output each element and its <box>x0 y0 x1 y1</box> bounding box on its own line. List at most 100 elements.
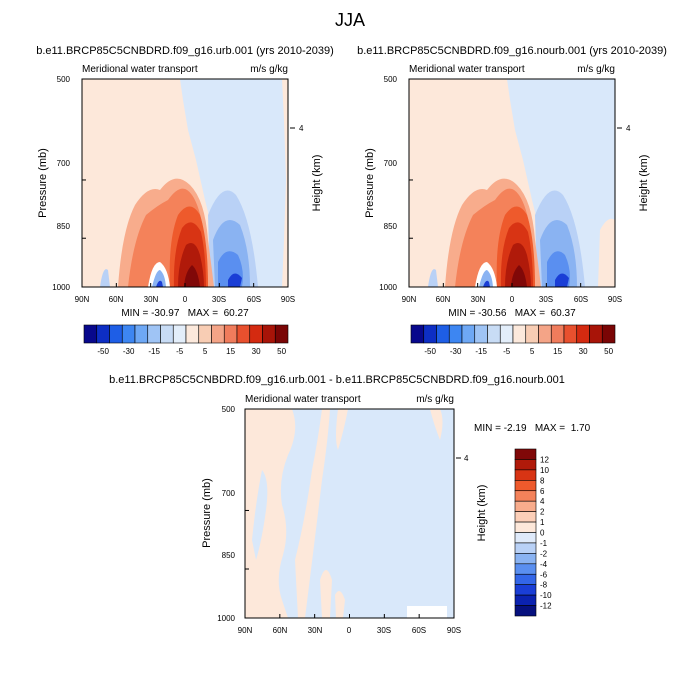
y-tick-label: 700 <box>57 159 71 168</box>
colorbar-label: 6 <box>540 487 545 496</box>
contour-field <box>245 409 454 618</box>
colorbar-label: -5 <box>503 347 511 356</box>
x-tick-label: 0 <box>183 295 188 304</box>
colorbar-swatch <box>514 490 537 502</box>
colorbar-swatch <box>514 511 537 523</box>
variable-label: Meridional water transport <box>82 64 198 75</box>
contour-field <box>82 79 288 287</box>
colorbar-swatch <box>550 324 565 344</box>
x-axis: 90N 60N 30N 0 30S 60S 90S <box>402 295 622 304</box>
colorbar-label: -50 <box>97 347 109 356</box>
x-tick-label: 60N <box>273 626 288 635</box>
min-max-label: MIN = -30.56 MAX = 60.37 <box>448 308 576 319</box>
panel-difference: b.e11.BRCP85C5CNBDRD.f09_g16.urb.001 - b… <box>109 374 590 635</box>
x-tick-label: 90S <box>447 626 461 635</box>
colorbar-swatch <box>514 542 537 554</box>
colorbar-swatch <box>514 480 537 492</box>
min-max-label: MIN = -2.19 MAX = 1.70 <box>474 423 591 434</box>
y2-tick-label: 4 <box>299 124 304 133</box>
y-tick-label: 500 <box>222 405 236 414</box>
colorbar-swatch <box>538 324 552 344</box>
units-label: m/s g/kg <box>577 64 615 75</box>
colorbar-swatch <box>96 324 110 344</box>
units-label: m/s g/kg <box>250 64 288 75</box>
colorbar-label: 4 <box>540 497 545 506</box>
colorbar-swatch <box>514 500 537 512</box>
colorbar-label: 2 <box>540 508 545 517</box>
y-tick-label: 1000 <box>379 283 397 292</box>
colorbar-label: 5 <box>203 347 208 356</box>
y-tick-label: 1000 <box>217 614 235 623</box>
colorbar-swatch <box>109 324 123 344</box>
colorbar-label: -12 <box>540 602 552 611</box>
y2-axis-title: Height (km) <box>638 155 650 212</box>
colorbar-swatch <box>525 324 539 344</box>
colorbar-swatch <box>514 573 537 585</box>
colorbar-swatch <box>514 563 537 575</box>
y-axis-title: Pressure (mb) <box>37 148 49 218</box>
colorbar-swatch <box>262 324 276 344</box>
colorbar-swatch <box>83 324 98 344</box>
colorbar-label: 15 <box>553 347 562 356</box>
colorbar-label: 15 <box>226 347 235 356</box>
y2-axis-title: Height (km) <box>476 485 488 542</box>
y-tick-label: 700 <box>384 159 398 168</box>
x-tick-label: 0 <box>510 295 515 304</box>
colorbar-swatch <box>514 594 537 606</box>
colorbar-swatch <box>249 324 263 344</box>
colorbar-swatch <box>436 324 450 344</box>
panel-title: b.e11.BRCP85C5CNBDRD.f09_g16.nourb.001 (… <box>357 45 667 57</box>
colorbar-swatch <box>514 469 537 481</box>
x-tick-label: 90S <box>281 295 295 304</box>
y-axis: 500 700 850 1000 <box>379 75 397 292</box>
colorbar-label: -4 <box>540 560 548 569</box>
panel-title: b.e11.BRCP85C5CNBDRD.f09_g16.urb.001 (yr… <box>36 45 334 57</box>
x-tick-label: 90S <box>608 295 622 304</box>
colorbar-swatch <box>514 553 537 565</box>
colorbar-swatch <box>274 324 289 344</box>
min-max-label: MIN = -30.97 MAX = 60.27 <box>121 308 249 319</box>
colorbar-swatch <box>514 532 537 544</box>
tick-marks <box>408 78 616 288</box>
colorbar-swatch <box>474 324 488 344</box>
x-tick-label: 90N <box>238 626 253 635</box>
colorbar-label: 8 <box>540 476 545 485</box>
x-axis: 90N 60N 30N 0 30S 60S 90S <box>75 295 295 304</box>
y-tick-label: 700 <box>222 489 236 498</box>
panel-title: b.e11.BRCP85C5CNBDRD.f09_g16.urb.001 - b… <box>109 374 565 386</box>
colorbar-label: 5 <box>530 347 535 356</box>
y-axis: 500 700 850 1000 <box>217 405 235 623</box>
x-tick-label: 60S <box>412 626 426 635</box>
colorbar-label: -15 <box>148 347 160 356</box>
colorbar-swatch <box>514 521 537 533</box>
panel-urb: b.e11.BRCP85C5CNBDRD.f09_g16.urb.001 (yr… <box>36 45 334 319</box>
colorbar-label: -30 <box>450 347 462 356</box>
colorbar-swatch <box>121 324 136 344</box>
y-tick-label: 850 <box>222 551 236 560</box>
x-tick-label: 30S <box>539 295 553 304</box>
colorbar-swatch <box>589 324 603 344</box>
x-tick-label: 60N <box>436 295 451 304</box>
tick-marks <box>81 78 289 288</box>
colorbar-nourb: -50 -30 -15 -5 5 15 30 50 <box>410 324 616 356</box>
units-label: m/s g/kg <box>416 394 454 405</box>
colorbar-swatch <box>423 324 437 344</box>
colorbar-swatch <box>185 324 200 344</box>
x-tick-label: 30N <box>308 626 323 635</box>
y-axis-title: Pressure (mb) <box>201 478 213 548</box>
y-axis-title: Pressure (mb) <box>364 148 376 218</box>
y2-tick-label: 4 <box>626 124 631 133</box>
variable-label: Meridional water transport <box>245 394 361 405</box>
colorbar-swatch <box>160 324 174 344</box>
colorbar-swatch <box>410 324 425 344</box>
x-tick-label: 30S <box>377 626 391 635</box>
colorbar-swatch <box>576 324 590 344</box>
colorbar-label: -30 <box>123 347 135 356</box>
panel-nourb: b.e11.BRCP85C5CNBDRD.f09_g16.nourb.001 (… <box>357 45 667 319</box>
y-tick-label: 850 <box>57 222 71 231</box>
colorbar-label: 50 <box>604 347 613 356</box>
colorbar-swatch <box>487 324 501 344</box>
colorbar-swatch <box>211 324 225 344</box>
colorbar-label: 30 <box>579 347 588 356</box>
